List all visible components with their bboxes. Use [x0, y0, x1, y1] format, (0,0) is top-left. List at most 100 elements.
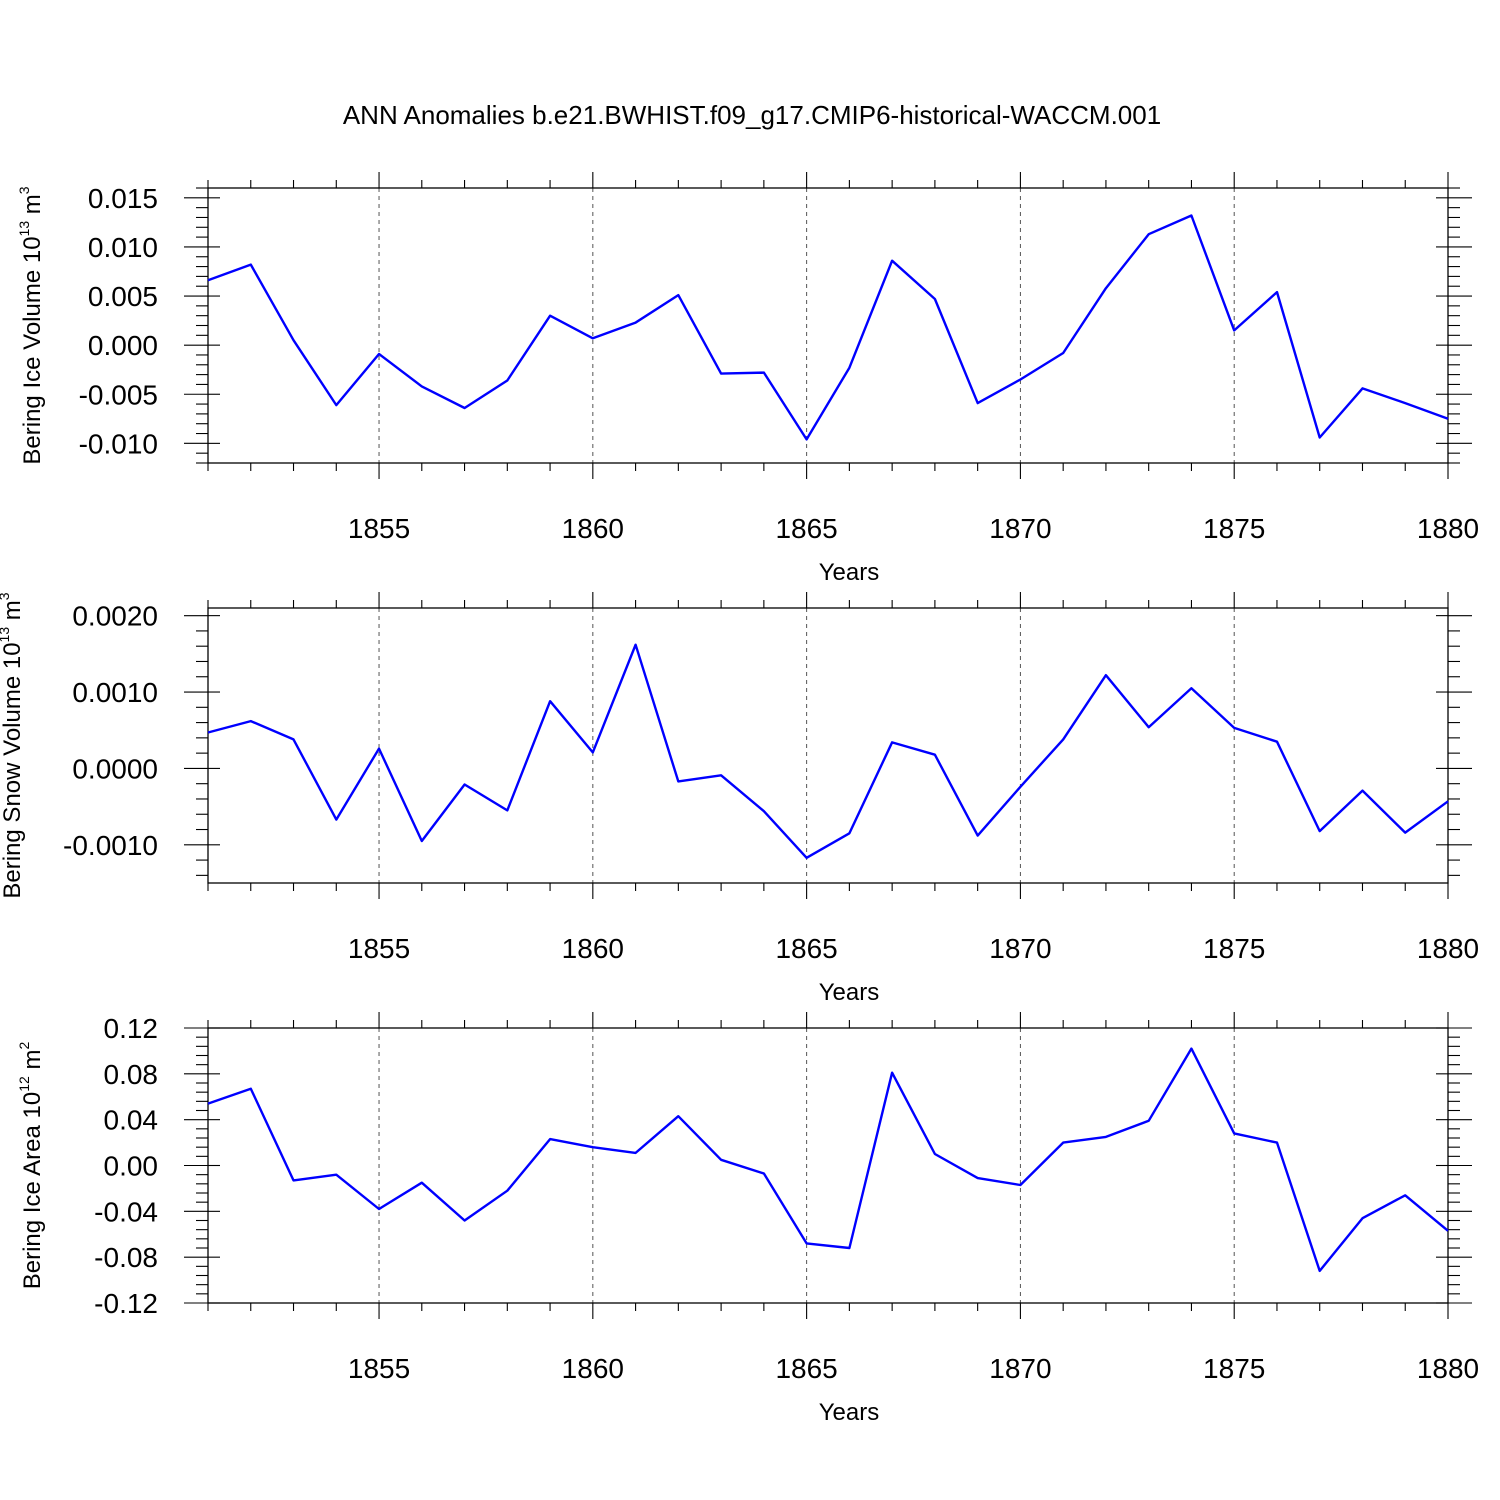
data-point	[334, 818, 338, 822]
y-tick-label: -0.0010	[63, 830, 158, 861]
data-point	[890, 1071, 894, 1075]
y-tick-label: -0.010	[79, 428, 158, 459]
y-tick-label: 0.08	[104, 1059, 159, 1090]
data-point	[1147, 1119, 1151, 1123]
x-axis-label: Years	[819, 1399, 880, 1426]
data-point	[1104, 1135, 1108, 1139]
data-point	[933, 1152, 937, 1156]
data-point	[762, 371, 766, 375]
x-tick-label: 1855	[348, 513, 410, 544]
y-tick-label: 0.0020	[72, 601, 158, 632]
data-point	[1104, 673, 1108, 677]
data-point	[1275, 290, 1279, 294]
data-point	[206, 731, 210, 735]
data-point	[805, 437, 809, 441]
data-point	[976, 1176, 980, 1180]
y-tick-label: 0.005	[88, 281, 158, 312]
data-point	[377, 352, 381, 356]
data-point	[505, 379, 509, 383]
x-tick-label: 1870	[989, 513, 1051, 544]
data-point	[1061, 737, 1065, 741]
data-point	[719, 773, 723, 777]
y-tick-label: -0.04	[94, 1196, 158, 1227]
data-point	[634, 1151, 638, 1155]
chart-title: ANN Anomalies b.e21.BWHIST.f09_g17.CMIP6…	[343, 100, 1161, 130]
data-point	[1189, 686, 1193, 690]
data-point	[1232, 726, 1236, 730]
panel-3: 1855 1860 1865 1870 1875 1880 Years -0.12 -0.08 -…	[16, 1012, 1479, 1426]
data-point	[377, 1207, 381, 1211]
y-tick-label: -0.08	[94, 1242, 158, 1273]
x-tick-label: 1880	[1417, 513, 1479, 544]
x-tick-label: 1860	[562, 933, 624, 964]
data-point	[847, 366, 851, 370]
x-tick-label: 1875	[1203, 513, 1265, 544]
data-point	[719, 372, 723, 376]
data-point	[1446, 1229, 1450, 1233]
data-point	[1018, 785, 1022, 789]
data-point	[1018, 1183, 1022, 1187]
x-tick-label: 1880	[1417, 1353, 1479, 1384]
data-point	[1403, 831, 1407, 835]
data-point	[548, 1137, 552, 1141]
series-line	[207, 643, 1449, 859]
data-point	[1018, 378, 1022, 382]
data-point	[805, 856, 809, 860]
data-point	[420, 1181, 424, 1185]
data-point	[1189, 1047, 1193, 1051]
data-point	[591, 336, 595, 340]
data-point	[1275, 740, 1279, 744]
data-point	[591, 1145, 595, 1149]
data-point	[292, 1178, 296, 1182]
data-point	[1232, 1131, 1236, 1135]
data-point	[1318, 1269, 1322, 1273]
data-point	[463, 406, 467, 410]
data-point	[1189, 214, 1193, 218]
data-point	[676, 293, 680, 297]
data-point	[847, 1246, 851, 1250]
x-tick-label: 1860	[562, 1353, 624, 1384]
data-point	[548, 699, 552, 703]
data-point	[249, 719, 253, 723]
panel-1: 1855 1860 1865 1870 1875 1880 Years -0.010 -0.00…	[16, 172, 1479, 586]
data-point	[1446, 799, 1450, 803]
series-line	[207, 1047, 1449, 1273]
x-axis-label: Years	[819, 979, 880, 1006]
y-tick-label: 0.015	[88, 183, 158, 214]
y-tick-label: 0.12	[104, 1013, 159, 1044]
data-point	[634, 643, 638, 647]
data-point	[377, 747, 381, 751]
data-point	[676, 779, 680, 783]
panels: 1855 1860 1865 1870 1875 1880 Years -0.010 -0.00…	[0, 172, 1479, 1426]
data-point	[334, 403, 338, 407]
y-axis-label: Bering Snow Volume 1013 m3	[0, 592, 26, 898]
data-point	[292, 338, 296, 342]
data-point	[505, 1189, 509, 1193]
data-point	[420, 839, 424, 843]
y-axis-label: Bering Ice Volume 1013 m3	[16, 186, 46, 464]
data-point	[292, 737, 296, 741]
plot-frame	[207, 187, 1449, 464]
x-tick-label: 1865	[775, 513, 837, 544]
data-point	[1104, 286, 1108, 290]
data-point	[1061, 351, 1065, 355]
x-tick-label: 1870	[989, 1353, 1051, 1384]
x-axis-label: Years	[819, 559, 880, 586]
y-tick-label: 0.00	[104, 1151, 159, 1182]
data-point	[976, 401, 980, 405]
y-axis-label: Bering Ice Area 1012 m2	[16, 1042, 46, 1290]
data-point	[762, 1172, 766, 1176]
x-tick-label: 1865	[775, 1353, 837, 1384]
y-tick-label: 0.0000	[72, 753, 158, 784]
data-point	[505, 808, 509, 812]
data-point	[847, 831, 851, 835]
data-point	[463, 782, 467, 786]
data-point	[249, 263, 253, 267]
data-point	[719, 1158, 723, 1162]
data-point	[1318, 829, 1322, 833]
y-tick-label: 0.04	[104, 1105, 159, 1136]
data-point	[890, 740, 894, 744]
y-tick-label: 0.0010	[72, 677, 158, 708]
data-point	[334, 1173, 338, 1177]
